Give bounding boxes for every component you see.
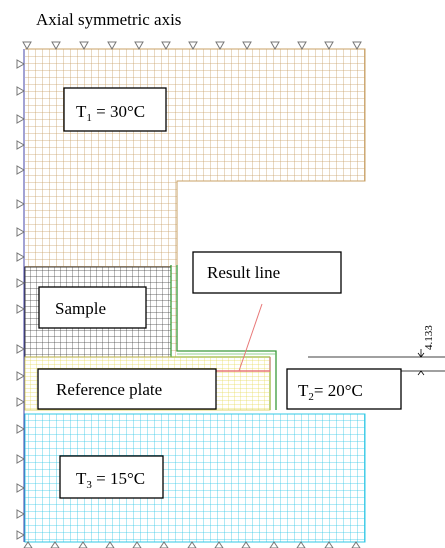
bottom-supports: [23, 541, 361, 548]
upper-mesh-region: [25, 48, 366, 267]
triangle-down-icon: [22, 41, 362, 51]
t2-subscript: 2: [308, 391, 314, 403]
svg-text:T2= 20°C: T2= 20°C: [298, 381, 363, 403]
svg-text:T3 = 15°C: T3 = 15°C: [76, 469, 145, 491]
triangle-right-icon: [16, 59, 26, 540]
top-supports: [22, 41, 362, 51]
result-line-label-box: Result line: [192, 251, 342, 294]
dimension-value: 4.133: [423, 325, 435, 350]
t1-subscript: 1: [86, 112, 92, 124]
t3-value: = 15°C: [92, 469, 145, 488]
t3-subscript: 3: [86, 479, 92, 491]
t2-symbol: T: [298, 381, 309, 400]
t3-label-box: T3 = 15°C: [59, 455, 164, 499]
t2-value: = 20°C: [314, 381, 363, 400]
result-line-label: Result line: [207, 263, 280, 282]
sample-label-box: Sample: [38, 286, 147, 329]
t1-symbol: T: [76, 102, 87, 121]
t1-label-box: T1 = 30°C: [63, 87, 167, 132]
axis-title: Axial symmetric axis: [36, 10, 181, 29]
t2-label-box: T2= 20°C: [286, 368, 402, 410]
svg-text:T1 = 30°C: T1 = 30°C: [76, 102, 145, 124]
left-supports: [16, 59, 26, 540]
sample-label: Sample: [55, 299, 106, 318]
triangle-up-icon: [23, 541, 361, 548]
dimension-marker: 4.133: [308, 325, 445, 376]
upper-mesh-strip: [171, 267, 177, 357]
t3-symbol: T: [76, 469, 87, 488]
lower-mesh-region: [24, 413, 366, 543]
reference-plate-label: Reference plate: [56, 380, 162, 399]
t1-value: = 30°C: [92, 102, 145, 121]
reference-plate-label-box: Reference plate: [37, 368, 217, 410]
